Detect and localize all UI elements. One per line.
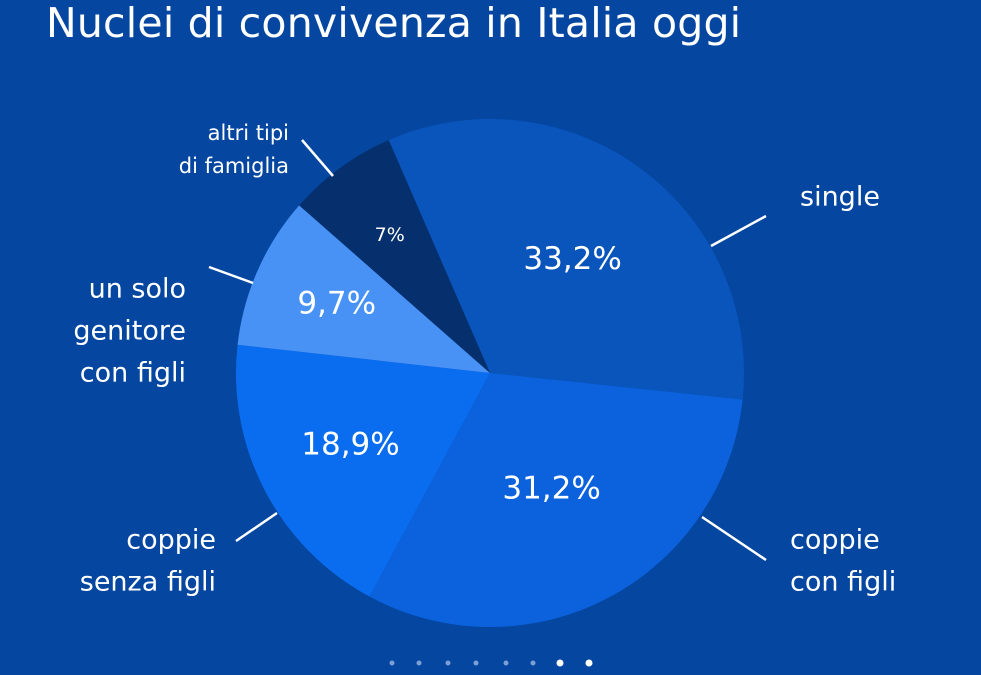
slice-category-label: coppie con figli bbox=[790, 525, 896, 598]
pagination-dot[interactable] bbox=[503, 660, 509, 666]
pie-slice bbox=[235, 344, 490, 597]
slice-value-label: 31,2% bbox=[502, 470, 600, 506]
pagination-dot[interactable] bbox=[473, 660, 479, 666]
leader-line bbox=[235, 511, 278, 543]
pie-slice bbox=[237, 205, 490, 373]
slice-category-label: altri tipi di famiglia bbox=[179, 121, 289, 178]
slice-category-label: un solo genitore con figli bbox=[73, 274, 186, 389]
leader-line bbox=[710, 214, 767, 248]
slice-value-label: 9,7% bbox=[297, 286, 376, 322]
pie-slice bbox=[299, 140, 490, 373]
leader-line bbox=[301, 139, 334, 177]
pie-slice bbox=[388, 119, 745, 400]
pagination-dot[interactable] bbox=[530, 660, 536, 666]
slice-value-label: 7% bbox=[375, 224, 405, 246]
pagination-dot[interactable] bbox=[389, 660, 395, 666]
pagination-dot[interactable] bbox=[416, 660, 422, 666]
pagination-dot[interactable] bbox=[585, 659, 593, 667]
chart-title: Nuclei di convivenza in Italia oggi bbox=[46, 0, 742, 47]
pie-slice bbox=[369, 373, 743, 628]
leader-line bbox=[701, 515, 767, 562]
slice-value-label: 18,9% bbox=[301, 427, 399, 463]
pagination-dot[interactable] bbox=[445, 660, 451, 666]
slice-value-label: 33,2% bbox=[523, 241, 621, 277]
slice-category-label: coppie senza figli bbox=[80, 525, 216, 598]
leader-line bbox=[208, 265, 254, 285]
slice-category-label: single bbox=[800, 182, 880, 213]
pagination-dot[interactable] bbox=[556, 659, 564, 667]
